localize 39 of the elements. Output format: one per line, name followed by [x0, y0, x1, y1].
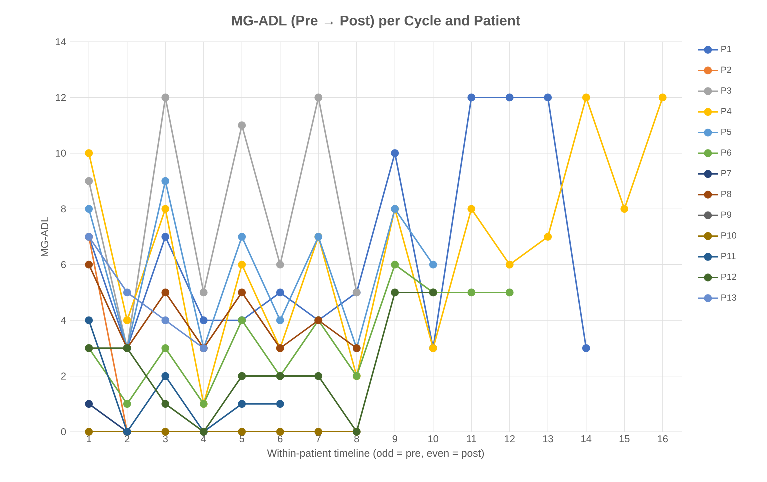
legend-label: P7: [722, 170, 732, 177]
x-tick-label: 1: [87, 436, 92, 442]
x-tick-label: 6: [278, 436, 283, 443]
legend-label: P2: [722, 66, 732, 74]
legend-label: P4: [722, 108, 732, 114]
chart-title: MG-ADL (Pre → Post) per Cycle and Patient: [232, 15, 520, 28]
y-tick-label: 0: [61, 428, 66, 436]
y-tick-label: 12: [56, 94, 66, 102]
x-tick-label: 10: [428, 436, 439, 443]
x-tick-label: 14: [582, 436, 592, 442]
x-tick-label: 5: [240, 436, 244, 442]
x-tick-label: 16: [658, 436, 668, 443]
x-tick-label: 9: [392, 436, 398, 443]
y-tick-label: 8: [61, 206, 66, 213]
legend-label: P6: [722, 150, 732, 156]
x-tick-label: 4: [201, 436, 206, 442]
x-axis-title: Within-patient timeline (odd = pre, even = post): [267, 449, 484, 460]
x-tick-label: 13: [543, 436, 554, 443]
x-tick-label: 7: [316, 436, 321, 442]
legend-label: P5: [722, 128, 732, 136]
legend-label: P8: [722, 190, 732, 198]
legend-label: P3: [722, 88, 732, 94]
y-tick-label: 6: [61, 261, 66, 268]
y-tick-label: 10: [56, 150, 66, 157]
y-tick-label: 2: [61, 372, 66, 380]
x-tick-label: 8: [354, 436, 360, 443]
y-tick-label: 14: [56, 38, 66, 46]
x-tick-label: 3: [163, 436, 168, 443]
legend-label: P9: [722, 212, 732, 218]
legend-label: P1: [722, 46, 732, 52]
y-axis-title: MG-ADL: [41, 217, 49, 256]
legend-label: P13: [722, 294, 736, 301]
x-tick-label: 11: [467, 436, 476, 442]
legend-label: P11: [722, 253, 736, 260]
legend-label: P10: [722, 232, 737, 239]
x-tick-label: 15: [620, 436, 630, 442]
x-tick-label: 12: [505, 436, 515, 442]
legend-label: P12: [722, 274, 736, 280]
y-tick-label: 4: [61, 317, 66, 324]
